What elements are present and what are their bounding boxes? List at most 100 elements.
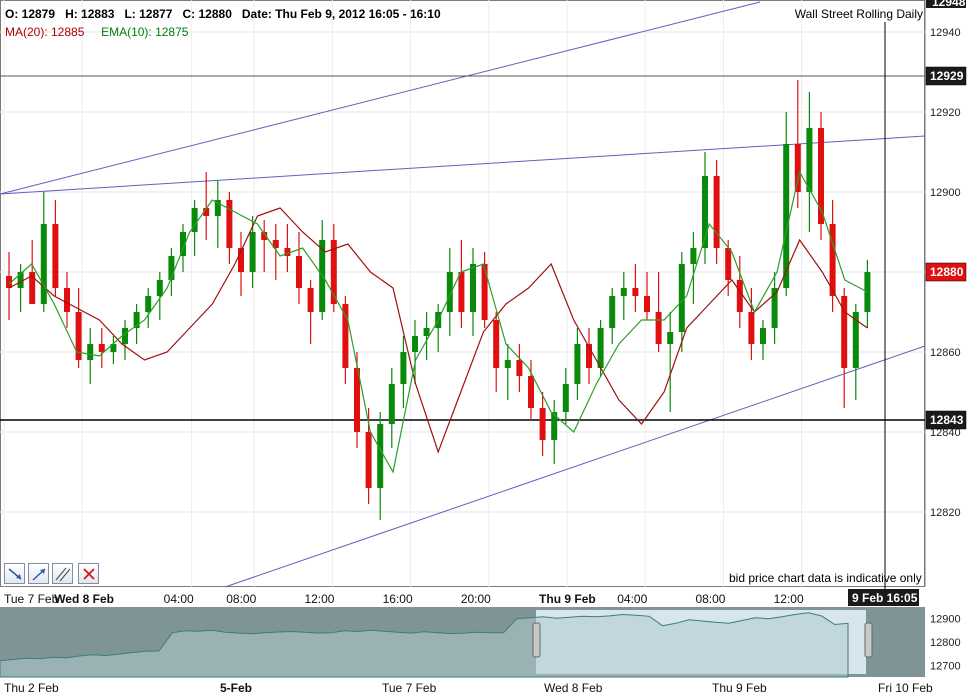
cursor-time-text: 9 Feb 16:05 bbox=[852, 591, 918, 605]
navigator-axis-bg bbox=[925, 607, 977, 677]
candle bbox=[52, 200, 59, 296]
trend-line[interactable] bbox=[0, 135, 926, 195]
candle bbox=[330, 224, 337, 312]
candle-body bbox=[238, 248, 244, 272]
parallel-lines-tool[interactable] bbox=[52, 563, 73, 584]
candle bbox=[760, 320, 766, 360]
candle-body bbox=[377, 424, 384, 488]
candle-body bbox=[771, 288, 778, 328]
candle bbox=[272, 224, 279, 280]
candle-body bbox=[388, 384, 395, 424]
indicator-readout: MA(20): 12885 EMA(10): 12875 bbox=[5, 25, 188, 39]
candle bbox=[562, 368, 569, 424]
candle bbox=[412, 320, 418, 384]
x-tick-label: 04:00 bbox=[617, 592, 647, 606]
x-tick-label: 08:00 bbox=[695, 592, 725, 606]
candle bbox=[133, 304, 140, 344]
candle-body bbox=[203, 208, 210, 216]
candle bbox=[458, 240, 465, 328]
candle bbox=[632, 264, 639, 312]
candle-body bbox=[145, 296, 152, 312]
navigator-right-handle[interactable] bbox=[864, 622, 873, 658]
candle-body bbox=[702, 176, 708, 248]
candlestick-series bbox=[6, 80, 871, 520]
price-axis-labels: 1294812940129201290012880128601284012820 bbox=[930, 0, 961, 519]
trend-down-tool[interactable] bbox=[4, 563, 25, 584]
candle-body bbox=[609, 296, 616, 328]
support-tag-box bbox=[925, 410, 967, 430]
candle bbox=[504, 344, 511, 400]
navigator-left-handle[interactable] bbox=[532, 622, 541, 658]
candle bbox=[748, 288, 755, 360]
candle-body bbox=[446, 272, 453, 312]
candle-body bbox=[133, 312, 140, 328]
candle bbox=[783, 112, 790, 296]
candle-body bbox=[249, 232, 256, 272]
x-tick-label: Wed 8 Feb bbox=[54, 592, 114, 606]
navigator-x-label: 5-Feb bbox=[220, 681, 252, 695]
navigator-x-label: Tue 7 Feb bbox=[382, 681, 437, 695]
candle-body bbox=[98, 344, 105, 352]
candle bbox=[40, 192, 47, 312]
candle-body bbox=[713, 176, 720, 248]
resistance-tag-text: 12929 bbox=[930, 69, 964, 83]
candle bbox=[156, 272, 163, 320]
top-cut-tag: 12948 bbox=[926, 0, 966, 9]
candle bbox=[551, 400, 558, 464]
trend-line[interactable] bbox=[0, 1, 761, 195]
candle bbox=[226, 192, 233, 264]
candle bbox=[806, 92, 813, 232]
candle bbox=[841, 288, 848, 408]
trend-up-tool[interactable] bbox=[28, 563, 49, 584]
candle-body bbox=[841, 296, 848, 368]
candle-body bbox=[168, 256, 175, 280]
candle-body bbox=[725, 248, 732, 280]
last-price-tag-text: 12880 bbox=[930, 265, 964, 279]
navigator-x-label: Thu 9 Feb bbox=[712, 681, 767, 695]
candle-body bbox=[829, 224, 836, 296]
candle-body bbox=[156, 280, 163, 296]
candle-body bbox=[818, 128, 824, 224]
candle bbox=[87, 328, 94, 384]
trend-lines[interactable] bbox=[0, 1, 926, 588]
y-tick-label: 12860 bbox=[930, 347, 961, 359]
candle bbox=[249, 216, 256, 288]
candle bbox=[655, 272, 662, 352]
disclaimer-note: bid price chart data is indicative only bbox=[729, 571, 922, 585]
candle-body bbox=[296, 256, 302, 288]
candle bbox=[702, 152, 708, 264]
candle bbox=[342, 296, 349, 384]
ema-value: EMA(10): 12875 bbox=[101, 25, 189, 39]
candle bbox=[168, 248, 175, 296]
horizontal-lines[interactable] bbox=[0, 75, 925, 421]
candle bbox=[446, 248, 453, 336]
ma-value: MA(20): 12885 bbox=[5, 25, 85, 39]
candle bbox=[203, 172, 210, 240]
candle bbox=[667, 312, 674, 412]
candle-body bbox=[504, 360, 511, 368]
candle-body bbox=[458, 272, 465, 312]
trend-line[interactable] bbox=[224, 345, 926, 588]
y-tick-label: 12820 bbox=[930, 507, 961, 519]
candle-body bbox=[400, 352, 407, 384]
candle-body bbox=[644, 296, 650, 312]
x-tick-label: 20:00 bbox=[461, 592, 491, 606]
candle-body bbox=[470, 264, 476, 312]
candle bbox=[574, 328, 581, 400]
x-tick-label: 16:00 bbox=[383, 592, 413, 606]
y-tick-label: 12940 bbox=[930, 27, 961, 39]
delete-tool[interactable] bbox=[78, 563, 99, 584]
cursor-time-box bbox=[848, 589, 919, 606]
candle-body bbox=[342, 304, 349, 368]
candle-body bbox=[574, 344, 581, 384]
candle-body bbox=[226, 200, 233, 248]
candle bbox=[539, 392, 546, 456]
navigator-panel[interactable]: 12900 12800 12700 Thu 2 Feb 5-Feb Tue 7 Feb We… bbox=[0, 607, 977, 695]
candle-body bbox=[87, 344, 94, 360]
candle bbox=[191, 200, 198, 256]
candle bbox=[690, 232, 697, 304]
candle bbox=[818, 112, 824, 240]
